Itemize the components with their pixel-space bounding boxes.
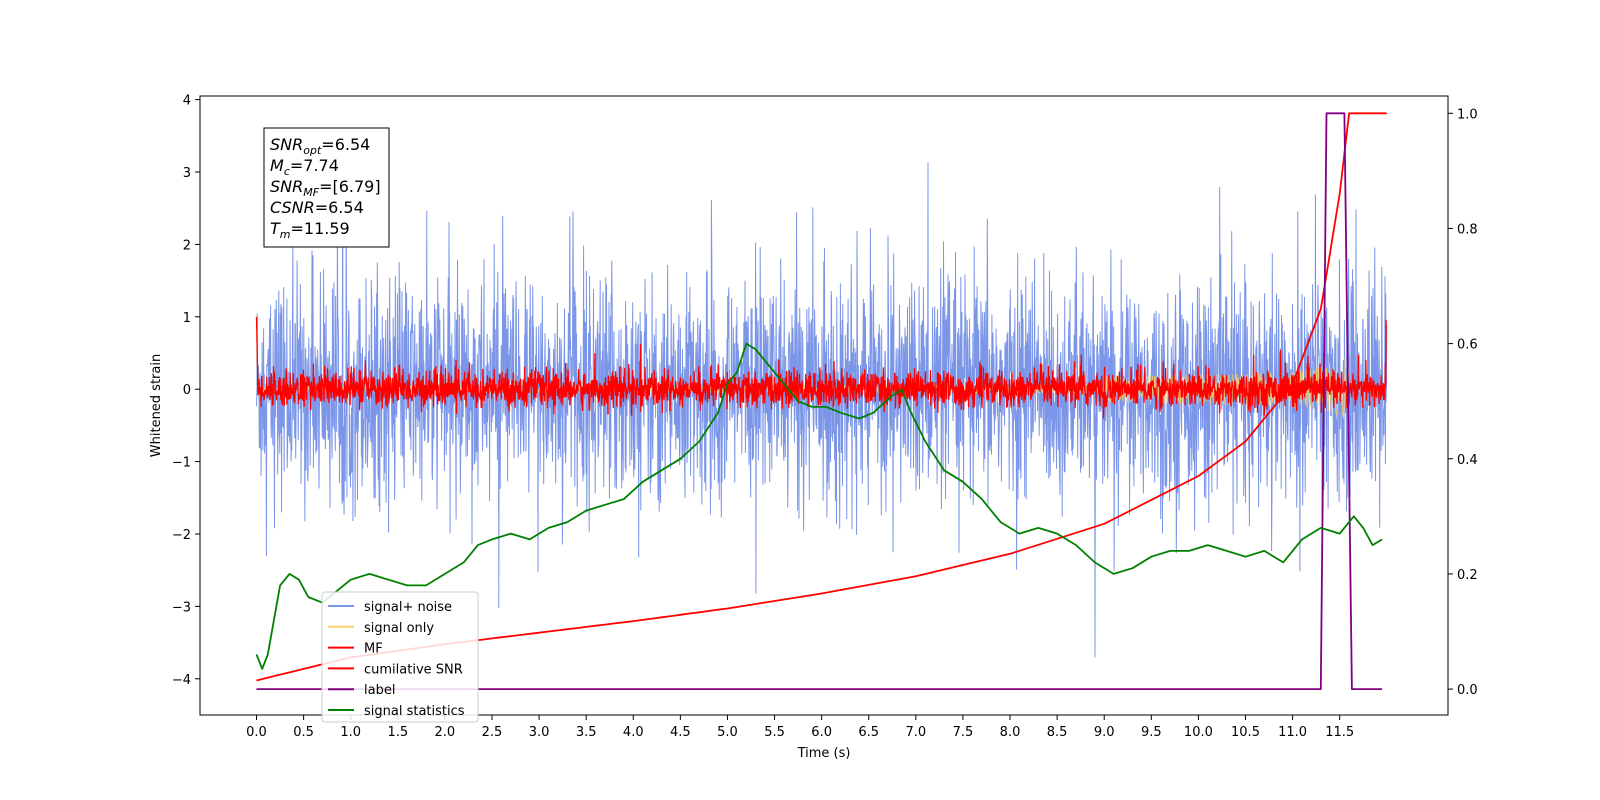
x-tick-label: 10.0 — [1184, 725, 1213, 740]
stats-box-frame — [263, 127, 390, 248]
stats-line: SNRopt=6.54 — [270, 135, 370, 157]
stats-line: Tm=11.59 — [270, 219, 350, 241]
y-tick-label: 2 — [183, 238, 191, 253]
x-tick-label: 10.5 — [1231, 725, 1260, 740]
stats-line: CSNR=6.54 — [270, 198, 364, 217]
x-tick-label: 0.0 — [246, 725, 267, 740]
y-tick-label: −3 — [172, 600, 191, 615]
y2-tick-label: 0.6 — [1457, 338, 1478, 353]
x-tick-label: 2.5 — [482, 725, 503, 740]
legend: signal+ noise signal only MF cumilative SNR… — [321, 591, 479, 723]
x-tick-label: 4.0 — [623, 725, 644, 740]
x-tick-label: 7.5 — [953, 725, 974, 740]
y-tick-label: 0 — [183, 383, 191, 398]
y-tick-label: −1 — [172, 456, 191, 471]
x-tick-label: 2.0 — [435, 725, 456, 740]
y-tick-label: 4 — [183, 94, 191, 109]
x-tick-label: 9.5 — [1141, 725, 1162, 740]
x-tick-label: 11.5 — [1325, 725, 1354, 740]
y2-tick-label: 0.2 — [1457, 568, 1478, 583]
x-tick-label: 1.0 — [340, 725, 361, 740]
y2-tick-label: 1.0 — [1457, 107, 1478, 122]
y2-tick-label: 0.4 — [1457, 453, 1478, 468]
legend-frame — [321, 591, 479, 723]
plot-area — [255, 112, 1388, 690]
series-signal-noise-line — [256, 144, 1388, 658]
y-tick-label: 3 — [183, 166, 191, 181]
legend-label: signal statistics — [364, 704, 465, 719]
x-tick-label: 0.5 — [293, 725, 314, 740]
series-label-line — [256, 112, 1383, 690]
x-axis: 0.0 0.5 1.0 1.5 2.0 2.5 3.0 3.5 4.0 4.5 5.0 5.5 6.0 6… — [246, 715, 1354, 740]
x-tick-label: 5.0 — [717, 725, 738, 740]
x-tick-label: 6.0 — [811, 725, 832, 740]
y-tick-label: 1 — [183, 311, 191, 326]
legend-label: signal+ noise — [364, 600, 452, 615]
legend-label: cumilative SNR — [364, 662, 463, 677]
y-tick-label: −2 — [172, 528, 191, 543]
series-signal-statistics-line — [255, 342, 1383, 670]
x-tick-label: 8.0 — [1000, 725, 1021, 740]
x-tick-label: 7.0 — [905, 725, 926, 740]
y-axis-right: 1.0 0.8 0.6 0.4 0.2 0.0 — [1448, 107, 1478, 698]
series-mf-line — [255, 316, 1388, 419]
y2-tick-label: 0.0 — [1457, 683, 1478, 698]
y2-tick-label: 0.8 — [1457, 222, 1478, 237]
legend-label: MF — [364, 642, 383, 657]
stats-line: SNRMF=[6.79] — [270, 177, 381, 199]
series-cumulative-snr-line — [256, 112, 1387, 682]
x-tick-label: 3.5 — [576, 725, 597, 740]
x-tick-label: 11.0 — [1278, 725, 1307, 740]
y-tick-label: −4 — [172, 673, 191, 688]
stats-line: Mc=7.74 — [270, 156, 339, 178]
axes-frame — [199, 95, 1449, 716]
x-tick-label: 6.5 — [858, 725, 879, 740]
x-tick-label: 4.5 — [670, 725, 691, 740]
x-tick-label: 1.5 — [387, 725, 408, 740]
y-axis-label: Whitened strain — [149, 354, 164, 457]
x-tick-label: 3.0 — [529, 725, 550, 740]
x-tick-label: 9.0 — [1094, 725, 1115, 740]
legend-label: label — [364, 683, 395, 698]
legend-label: signal only — [364, 621, 434, 636]
y-axis-left: 4 3 2 1 0 −1 −2 −3 −4 — [172, 94, 200, 688]
x-tick-label: 5.5 — [764, 725, 785, 740]
x-tick-label: 8.5 — [1047, 725, 1068, 740]
x-axis-label: Time (s) — [797, 746, 851, 761]
